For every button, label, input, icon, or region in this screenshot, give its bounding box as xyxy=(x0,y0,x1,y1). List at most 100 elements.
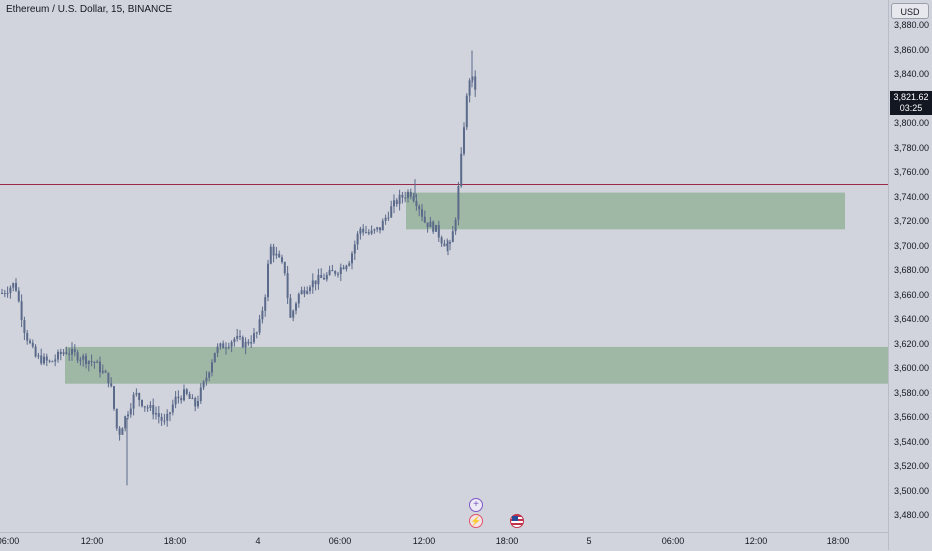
candle xyxy=(213,352,216,363)
time-tick-label: 4 xyxy=(255,536,261,546)
price-axis[interactable]: USD 3,880.003,860.003,840.003,820.003,80… xyxy=(888,0,932,550)
candle xyxy=(390,200,393,219)
candle xyxy=(275,247,278,259)
candle xyxy=(73,344,76,357)
candle xyxy=(127,410,129,420)
candle xyxy=(398,189,401,211)
candle xyxy=(157,406,160,424)
candle xyxy=(395,198,398,207)
candle xyxy=(216,343,219,357)
candle xyxy=(152,398,155,420)
candle xyxy=(460,147,463,188)
price-tick-label: 3,540.00 xyxy=(894,436,930,447)
candle xyxy=(440,235,443,247)
candle xyxy=(247,339,250,346)
candle xyxy=(264,294,267,317)
candle xyxy=(146,404,149,412)
upper-supply-zone[interactable] xyxy=(406,192,845,230)
candle xyxy=(303,286,306,298)
candle xyxy=(314,280,317,291)
candle xyxy=(328,265,331,276)
candle xyxy=(323,273,325,280)
candle xyxy=(149,401,152,412)
price-tick-label: 3,600.00 xyxy=(894,363,930,373)
candle xyxy=(79,356,82,366)
candle xyxy=(356,231,359,250)
plus-marker-icon[interactable]: + xyxy=(469,498,483,512)
candle xyxy=(370,225,373,236)
candle xyxy=(474,70,477,97)
candle xyxy=(191,394,194,400)
time-tick-label: 06:00 xyxy=(0,536,20,546)
candle xyxy=(23,316,26,341)
candle xyxy=(255,331,258,339)
candle xyxy=(68,348,71,361)
candle xyxy=(244,337,247,355)
candle xyxy=(31,339,34,349)
candle xyxy=(211,359,213,377)
lightning-marker-icon[interactable]: ⚡ xyxy=(469,514,483,528)
candle xyxy=(174,391,177,409)
candle xyxy=(421,203,423,222)
price-tick-label: 3,640.00 xyxy=(894,314,930,324)
candle xyxy=(351,251,353,270)
candle xyxy=(90,354,93,367)
candle xyxy=(468,78,471,103)
candle xyxy=(129,403,132,418)
candle xyxy=(359,226,362,240)
candle xyxy=(87,360,90,372)
candle xyxy=(292,309,295,322)
candle xyxy=(194,396,197,412)
chart-pane[interactable]: Ethereum / U.S. Dollar, 15, BINANCE + ⚡ xyxy=(0,0,888,532)
candle xyxy=(241,335,244,349)
currency-button[interactable]: USD xyxy=(891,3,929,19)
candle xyxy=(311,273,314,294)
candle xyxy=(219,342,222,350)
candle xyxy=(367,229,370,236)
lower-demand-zone[interactable] xyxy=(65,346,888,384)
candle xyxy=(202,380,205,391)
candle xyxy=(107,372,110,388)
candle xyxy=(373,228,376,234)
candle xyxy=(283,261,286,276)
candle xyxy=(253,327,255,345)
price-chart-svg[interactable] xyxy=(0,0,888,532)
candle xyxy=(381,218,384,231)
us-flag-icon[interactable] xyxy=(510,514,524,528)
candle xyxy=(26,329,29,345)
candle xyxy=(278,250,281,258)
candle xyxy=(384,214,387,225)
candle xyxy=(29,338,31,345)
candle xyxy=(423,210,426,224)
symbol-title[interactable]: Ethereum / U.S. Dollar, 15, BINANCE xyxy=(6,4,173,15)
candle xyxy=(15,278,17,292)
candle xyxy=(37,352,40,360)
candle xyxy=(40,348,43,366)
time-tick-label: 12:00 xyxy=(412,536,436,546)
candle xyxy=(449,239,451,251)
candle xyxy=(306,286,309,295)
candle xyxy=(205,371,208,386)
candle xyxy=(17,287,20,303)
candle xyxy=(135,388,138,397)
time-tick-label: 18:00 xyxy=(826,536,850,546)
time-tick-label: 06:00 xyxy=(328,536,352,546)
candle xyxy=(415,193,418,211)
candle xyxy=(334,270,337,277)
candle xyxy=(76,349,79,364)
candle xyxy=(404,191,407,203)
time-axis[interactable]: 06:00 12:00 18:00 4 06:00 12:00 18:00 5 06:00 12:… xyxy=(0,532,888,551)
candle xyxy=(437,220,440,242)
time-tick-label: 18:00 xyxy=(163,536,187,546)
candle xyxy=(465,93,468,131)
candle xyxy=(104,369,107,373)
candle xyxy=(317,268,320,290)
candle xyxy=(99,356,101,378)
candle xyxy=(300,286,303,295)
candle xyxy=(43,353,45,366)
candle xyxy=(401,192,404,204)
candle xyxy=(183,384,185,402)
time-tick-label: 12:00 xyxy=(744,536,768,546)
candle xyxy=(297,292,300,308)
candle xyxy=(96,359,99,364)
